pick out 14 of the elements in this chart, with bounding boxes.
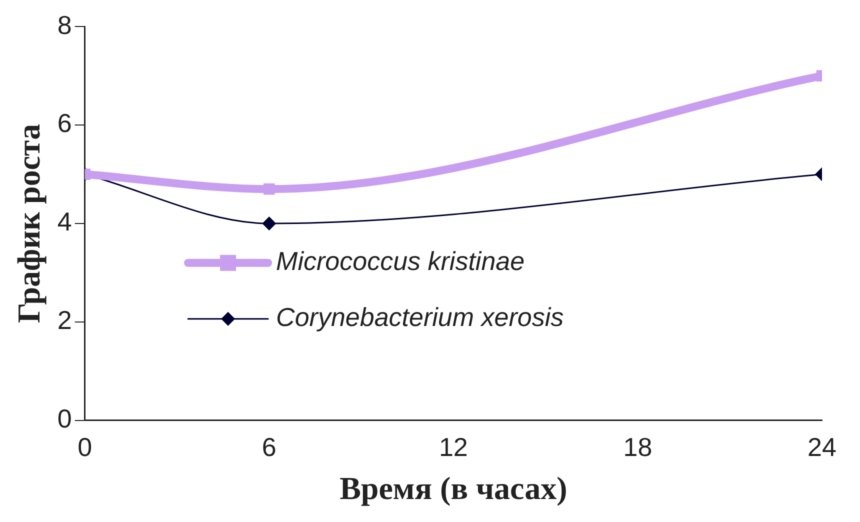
x-tick-label: 12 (438, 432, 468, 462)
legend-label: Corynebacterium xerosis (276, 302, 564, 332)
x-tick-label: 24 (808, 432, 836, 462)
legend-label: Micrococcus kristinae (276, 246, 525, 276)
x-tick-label: 18 (623, 432, 652, 462)
y-tick-label: 8 (57, 10, 72, 40)
x-axis-title: Время (в часах) (340, 470, 568, 506)
x-tick-label: 0 (78, 432, 92, 462)
y-axis-title: График роста (10, 124, 46, 324)
y-tick-label: 2 (57, 305, 72, 336)
y-tick-label: 4 (57, 206, 72, 237)
y-tick-label: 6 (57, 108, 72, 138)
x-tick-label: 6 (262, 432, 276, 462)
y-tick-label: 0 (57, 404, 72, 434)
